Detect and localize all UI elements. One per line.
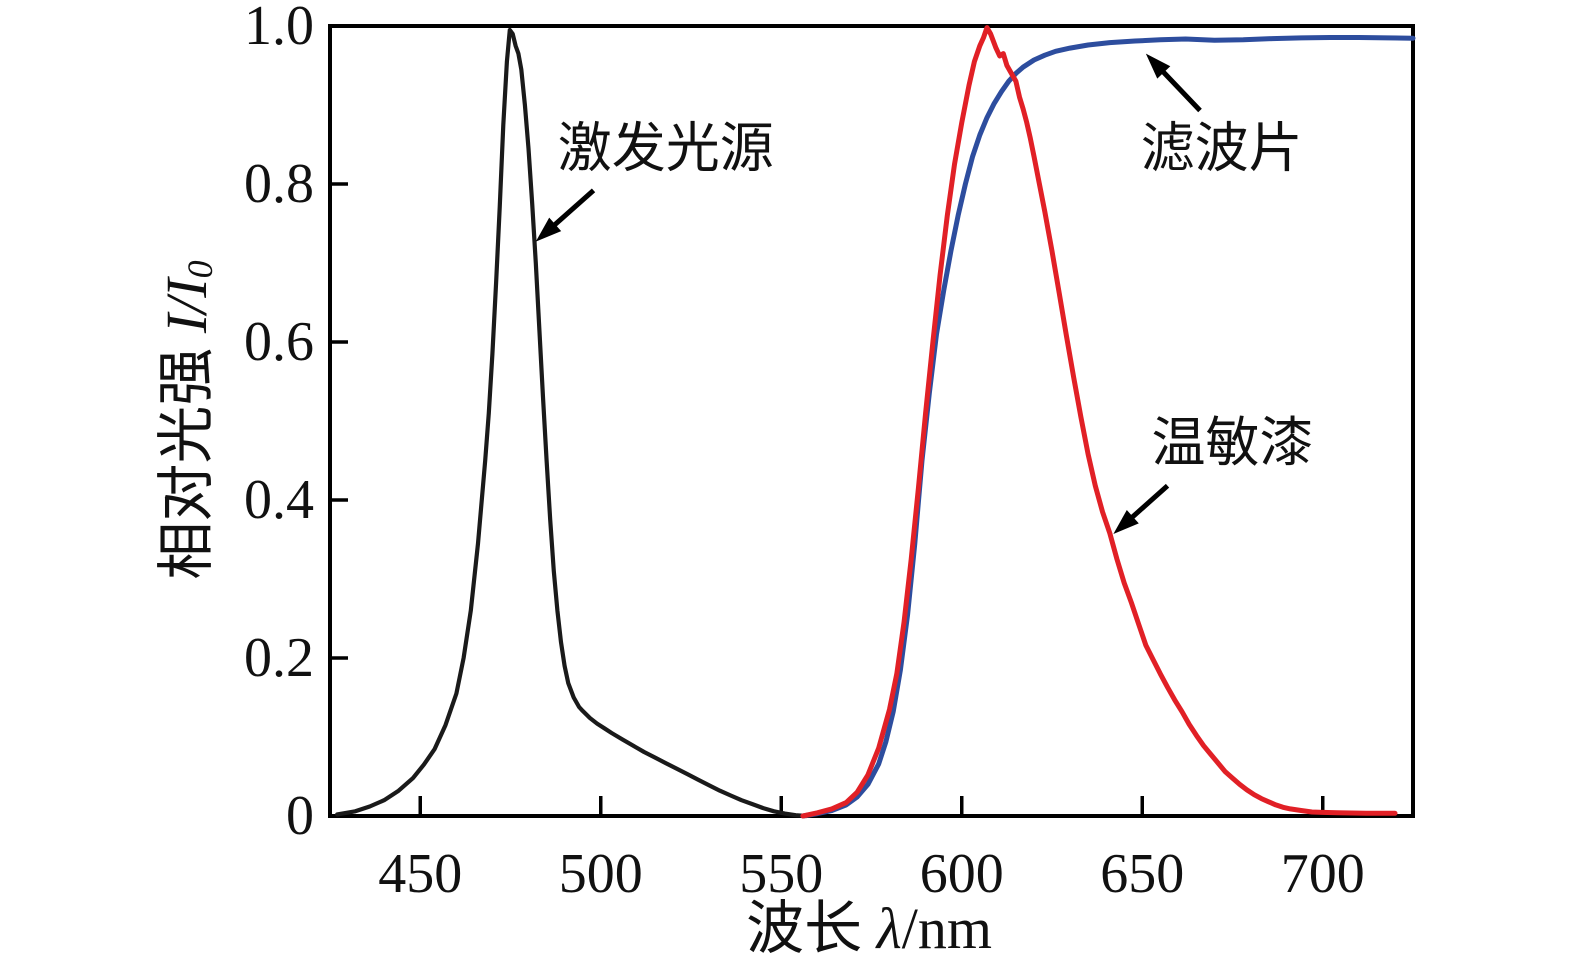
annotation-arrow-head-excitation-source: [535, 217, 562, 242]
x-tick-label-550: 550: [739, 843, 823, 905]
y-tick-label-1.0: 1.0: [244, 0, 314, 57]
y-tick-label-0.4: 0.4: [244, 469, 314, 531]
y-axis-title-math: I/I: [154, 276, 219, 334]
x-axis-title-lambda: λ: [875, 896, 902, 961]
x-tick-label-700: 700: [1281, 843, 1365, 905]
y-tick-label-0: 0: [286, 785, 314, 847]
series-curves: [335, 25, 1416, 819]
annotation-label-tsp: 温敏漆: [1152, 413, 1314, 473]
y-tick-label-0.6: 0.6: [244, 311, 314, 373]
y-axis-title-cjk: 相对光强: [154, 348, 219, 580]
x-tick-label-600: 600: [920, 843, 1004, 905]
x-tick-label-500: 500: [559, 843, 643, 905]
x-axis-title-unit: /nm: [902, 896, 992, 961]
annotation-label-filter: 滤波片: [1141, 118, 1303, 178]
series-path-tsp: [800, 25, 1398, 819]
y-axis-title-subscript: 0: [180, 260, 220, 278]
x-axis-title: 波长 λ/nm: [746, 896, 992, 961]
y-tick-label-0.2: 0.2: [244, 627, 314, 689]
plot-frame: [328, 24, 1415, 818]
series-path-filter: [800, 35, 1416, 819]
x-tick-label-650: 650: [1100, 843, 1184, 905]
annotation-arrow-head-filter: [1145, 53, 1171, 79]
y-tick-label-0.8: 0.8: [244, 153, 314, 215]
x-axis-title-space: [862, 896, 877, 961]
x-tick-label-450: 450: [378, 843, 462, 905]
y-axis-ticks: 0 0.2 0.4 0.6 0.8 1.0: [244, 0, 348, 847]
y-axis-title: 相对光强 I/I0: [154, 260, 221, 579]
annotation-arrow-head-tsp: [1113, 509, 1139, 534]
x-axis-ticks: 450 500 550 600 650 700: [378, 796, 1365, 905]
x-axis-title-cjk: 波长: [746, 896, 862, 961]
annotation-label-excitation-source: 激发光源: [558, 118, 774, 178]
y-axis-title-space: [154, 333, 219, 348]
series-path-excitation-source: [335, 27, 809, 819]
